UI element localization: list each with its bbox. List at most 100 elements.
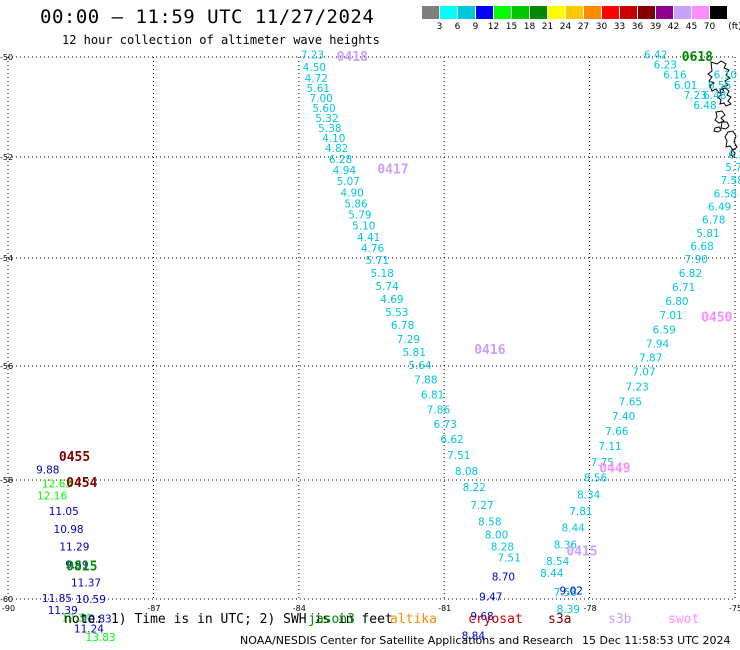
wave-height-value: 6.10 xyxy=(714,70,737,82)
wave-height-value: 10.59 xyxy=(76,594,106,606)
wave-height-value: 5.07 xyxy=(337,176,360,188)
wave-height-value: 6.73 xyxy=(434,419,457,431)
wave-height-value: 6.49 xyxy=(708,201,731,213)
wave-height-value: 12.34 xyxy=(61,612,91,624)
coastline-segment xyxy=(713,126,722,133)
x-tick-label: -75 xyxy=(729,604,740,613)
pass-label: 0416 xyxy=(474,343,505,358)
legend-label: 9 xyxy=(472,22,479,32)
wave-height-value: 5.81 xyxy=(696,228,719,240)
track-0618: 6.426.236.166.017.236.48 xyxy=(644,50,717,113)
wave-height-value: 7.00 xyxy=(309,93,332,105)
pass-label: 0618 xyxy=(682,50,713,65)
wave-height-value: 5.79 xyxy=(348,210,371,222)
legend-swatch xyxy=(656,6,673,19)
satellite-name: s3b xyxy=(608,612,632,627)
wave-height-value: 9.02 xyxy=(560,586,583,598)
legend-label: 21 xyxy=(541,22,554,32)
legend-label: 6 xyxy=(454,22,461,32)
wave-height-value: 7.58 xyxy=(554,587,577,599)
pass-label: 0417 xyxy=(377,163,408,178)
generated-timestamp: 15 Dec 11:58:53 UTC 2024 xyxy=(582,634,731,647)
legend-swatch xyxy=(422,6,439,19)
legend-label: 30 xyxy=(595,22,608,32)
wave-height-value: 13.83 xyxy=(86,632,116,644)
coastline-segment xyxy=(730,148,736,158)
wave-height-value: 7.66 xyxy=(605,426,629,438)
legend-swatch xyxy=(584,6,601,19)
wave-height-value: 4.50 xyxy=(303,62,326,74)
wave-height-value: 4.90 xyxy=(340,187,363,199)
wave-height-value: 9.59 xyxy=(65,559,88,571)
wave-height-value: 7.01 xyxy=(659,310,682,322)
satellite-name: altika xyxy=(390,612,437,627)
legend-swatch xyxy=(476,6,493,19)
pass-label: 0455 xyxy=(59,450,90,465)
wave-height-value: 5.18 xyxy=(371,268,394,280)
legend-swatch xyxy=(602,6,619,19)
x-tick-label: -87 xyxy=(147,604,160,613)
wave-height-value: 5.32 xyxy=(315,113,338,125)
coastline xyxy=(707,60,738,158)
wave-height-value: 4.10 xyxy=(322,133,345,145)
pass-labels: 0418 0417 0416 0415 0449 0450 0618 0455 0454 0815 xyxy=(59,50,733,574)
wave-height-value: 6.78 xyxy=(391,320,414,332)
wave-height-value: 7.40 xyxy=(612,411,635,423)
wave-height-value: 8.84 xyxy=(462,631,486,643)
pass-label: 0454 xyxy=(66,476,97,491)
wave-height-value: 8.44 xyxy=(540,568,564,580)
pass-label: 0449 xyxy=(599,462,630,477)
pass-label: 0415 xyxy=(566,544,597,559)
wave-height-value: 5.38 xyxy=(318,123,341,135)
page-subtitle: 12 hour collection of altimeter wave hei… xyxy=(62,33,380,47)
wave-height-value: 6.59 xyxy=(653,324,676,336)
wave-height-value: 8.00 xyxy=(485,530,508,542)
wave-height-value: 8.34 xyxy=(577,489,601,501)
wave-height-value: 11.39 xyxy=(48,605,78,617)
coastline-segment xyxy=(720,121,730,130)
wave-height-value: 7.11 xyxy=(598,441,621,453)
track-0455: 9.8811.0510.9811.299.5911.3711.8511.3910… xyxy=(36,465,112,636)
lat-lon-grid xyxy=(7,56,736,600)
legend-label: 24 xyxy=(559,22,572,32)
legend-swatch xyxy=(692,6,709,19)
wave-height-value: 5.81 xyxy=(403,347,426,359)
wave-height-value: 6.16 xyxy=(663,70,687,82)
wave-height-value: 6.81 xyxy=(421,390,444,402)
coastline-segment xyxy=(714,110,726,124)
wave-height-value: 6.71 xyxy=(672,282,695,294)
wave-height-value: 7.88 xyxy=(414,375,437,387)
legend-label: 70 xyxy=(703,22,716,32)
wave-height-value: 6.62 xyxy=(440,434,463,446)
wave-height-value: 7.23 xyxy=(684,90,707,102)
wave-height-value: 5.61 xyxy=(307,83,330,95)
wave-height-value: 8.08 xyxy=(455,466,478,478)
wave-height-value: 11.05 xyxy=(49,506,79,518)
legend-swatch xyxy=(566,6,583,19)
wave-height-value: 4.76 xyxy=(361,243,385,255)
coastline-segment xyxy=(707,60,731,94)
y-tick-label: -56 xyxy=(0,362,13,371)
wave-height-value: 6.78 xyxy=(702,215,725,227)
wave-height-value: 12.63 xyxy=(42,479,72,491)
wave-height-value: 8.56 xyxy=(584,473,608,485)
satellite-name: s3a xyxy=(548,612,572,627)
legend-label: 27 xyxy=(577,22,590,32)
wave-height-value: 8.54 xyxy=(546,556,570,568)
wave-height-value: 9.47 xyxy=(479,592,502,604)
wave-height-value: 9.68 xyxy=(470,611,493,623)
wave-height-value: 7.51 xyxy=(447,450,470,462)
wave-height-value: 5.60 xyxy=(312,103,335,115)
coastline-segment xyxy=(724,130,738,151)
pass-label: 0450 xyxy=(701,310,732,325)
x-tick-label: -90 xyxy=(2,604,15,613)
wave-height-value: 5.64 xyxy=(408,360,432,372)
wave-height-value: 5.71 xyxy=(366,255,389,267)
pass-label: 0815 xyxy=(66,559,97,574)
legend-label: 39 xyxy=(649,22,662,32)
x-tick-label: -81 xyxy=(438,604,451,613)
wave-height-value: 6.48 xyxy=(693,100,716,112)
wave-height-value: 7.58 xyxy=(720,175,740,187)
wave-height-value: 6.23 xyxy=(654,60,677,72)
